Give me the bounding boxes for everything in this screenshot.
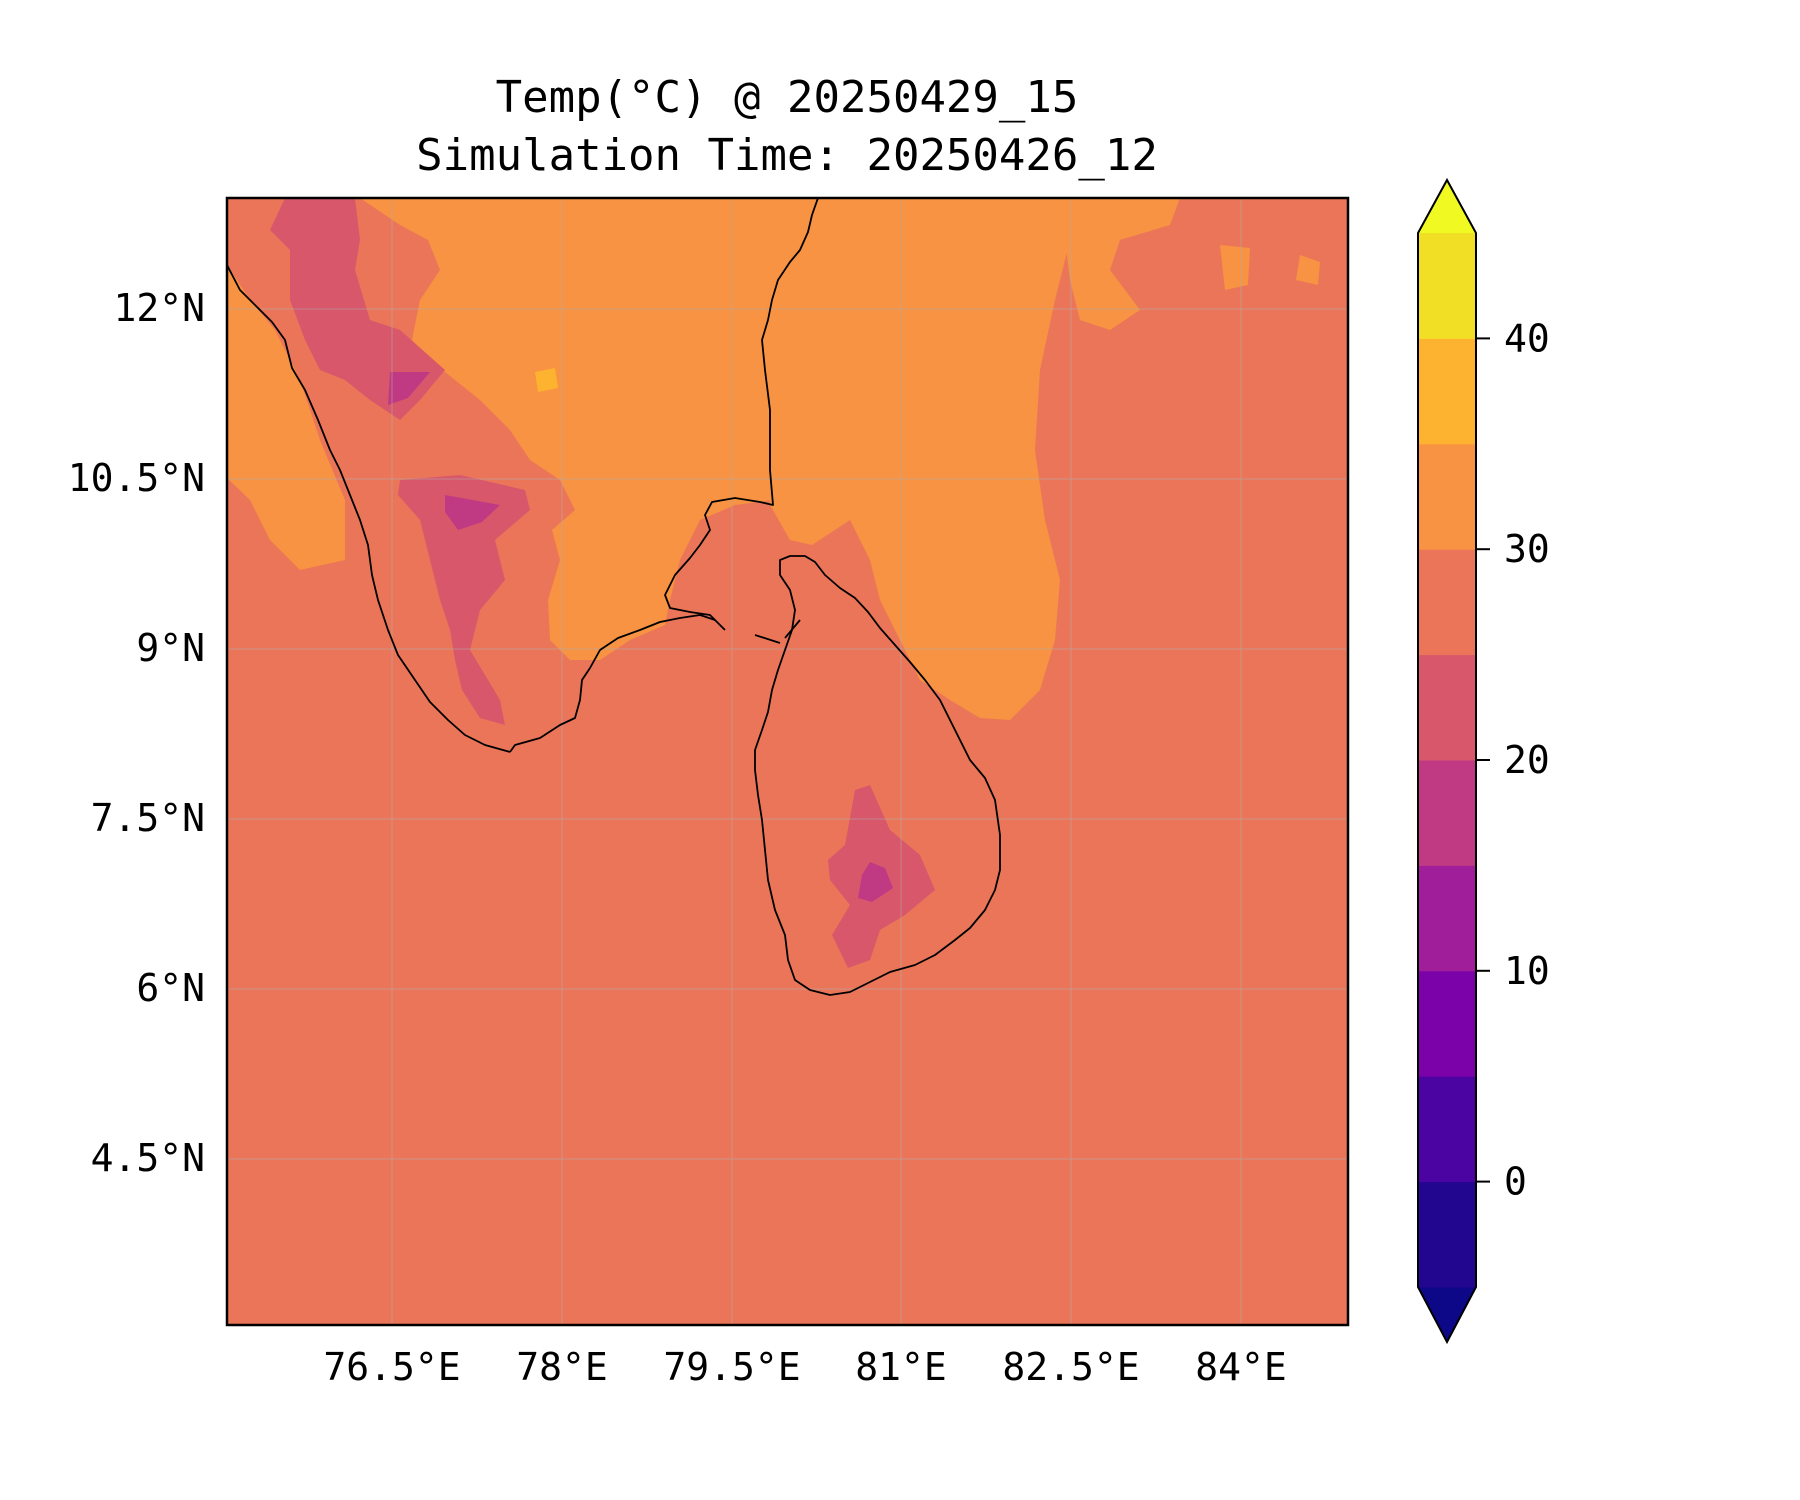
lat-tick-label: 9°N xyxy=(136,626,205,670)
temp-region-western-ghats-south xyxy=(398,475,530,725)
colorbar-band xyxy=(1418,1076,1476,1183)
temp-region-western-ghats-north xyxy=(270,198,445,420)
colorbar-tick-label: 30 xyxy=(1504,527,1550,571)
temp-region-hotspot xyxy=(535,368,558,392)
temp-region-tamilnadu xyxy=(360,198,818,660)
colorbar-extend-under xyxy=(1418,1287,1476,1342)
lat-tick-label: 10.5°N xyxy=(68,456,205,500)
lat-tick-label: 7.5°N xyxy=(91,796,205,840)
coastline-sri-lanka xyxy=(754,555,1001,996)
colorbar-tick-label: 40 xyxy=(1504,316,1550,360)
colorbar-band xyxy=(1418,1181,1476,1288)
colorbar-tick-label: 0 xyxy=(1504,1160,1527,1204)
temp-band-15-20 xyxy=(388,372,893,902)
temp-band-35-40 xyxy=(535,368,558,392)
title-line-1: Temp(°C) @ 20250429_15 xyxy=(496,72,1079,123)
colorbar-band xyxy=(1418,443,1476,550)
temp-region-ne-bay-1 xyxy=(1220,245,1250,290)
map-panel xyxy=(227,198,1348,1325)
colorbar-tick-label: 20 xyxy=(1504,738,1550,782)
coastline-india-east xyxy=(509,198,819,753)
colorbar-tick-label: 10 xyxy=(1504,949,1550,993)
colorbar-band xyxy=(1418,970,1476,1077)
temp-region-anaimalai-core xyxy=(445,495,500,530)
lon-tick-label: 81°E xyxy=(855,1345,947,1389)
map-frame xyxy=(225,196,1350,1327)
lon-axis: 76.5°E 78°E 79.5°E 81°E 82.5°E 84°E xyxy=(323,1345,1286,1389)
temp-region-bay-east xyxy=(762,198,1070,720)
colorbar-band xyxy=(1418,549,1476,656)
lon-tick-label: 84°E xyxy=(1195,1345,1287,1389)
lon-tick-label: 82.5°E xyxy=(1002,1345,1139,1389)
colorbar-band xyxy=(1418,865,1476,972)
lon-tick-label: 79.5°E xyxy=(663,1345,800,1389)
colorbar: 0 10 20 30 40 xyxy=(1417,177,1550,1345)
lat-tick-label: 12°N xyxy=(113,286,205,330)
lat-tick-label: 4.5°N xyxy=(91,1136,205,1180)
temp-region-srilanka-core xyxy=(858,862,893,902)
colorbar-band xyxy=(1418,654,1476,761)
lat-axis: 12°N 10.5°N 9°N 7.5°N 6°N 4.5°N xyxy=(68,286,205,1180)
colorbar-outline xyxy=(1417,177,1477,1345)
temp-region-nilgiri-core xyxy=(388,372,430,405)
colorbar-band xyxy=(1418,338,1476,445)
title-line-2: Simulation Time: 20250426_12 xyxy=(416,130,1158,181)
temp-region-ne-bay-2 xyxy=(1296,255,1320,285)
lat-tick-label: 6°N xyxy=(136,966,205,1010)
colorbar-band xyxy=(1418,233,1476,339)
colorbar-extend-over xyxy=(1418,180,1476,233)
temp-region-east-patch xyxy=(1060,198,1180,330)
lon-tick-label: 76.5°E xyxy=(323,1345,460,1389)
gridlines xyxy=(227,198,1348,1325)
coastlines xyxy=(227,198,1001,996)
coastline-india-west xyxy=(227,264,511,753)
colorbar-band xyxy=(1418,760,1476,866)
temp-region-kerala-coast xyxy=(227,265,345,570)
lon-tick-label: 78°E xyxy=(516,1345,608,1389)
temp-band-30-35 xyxy=(227,198,1320,720)
